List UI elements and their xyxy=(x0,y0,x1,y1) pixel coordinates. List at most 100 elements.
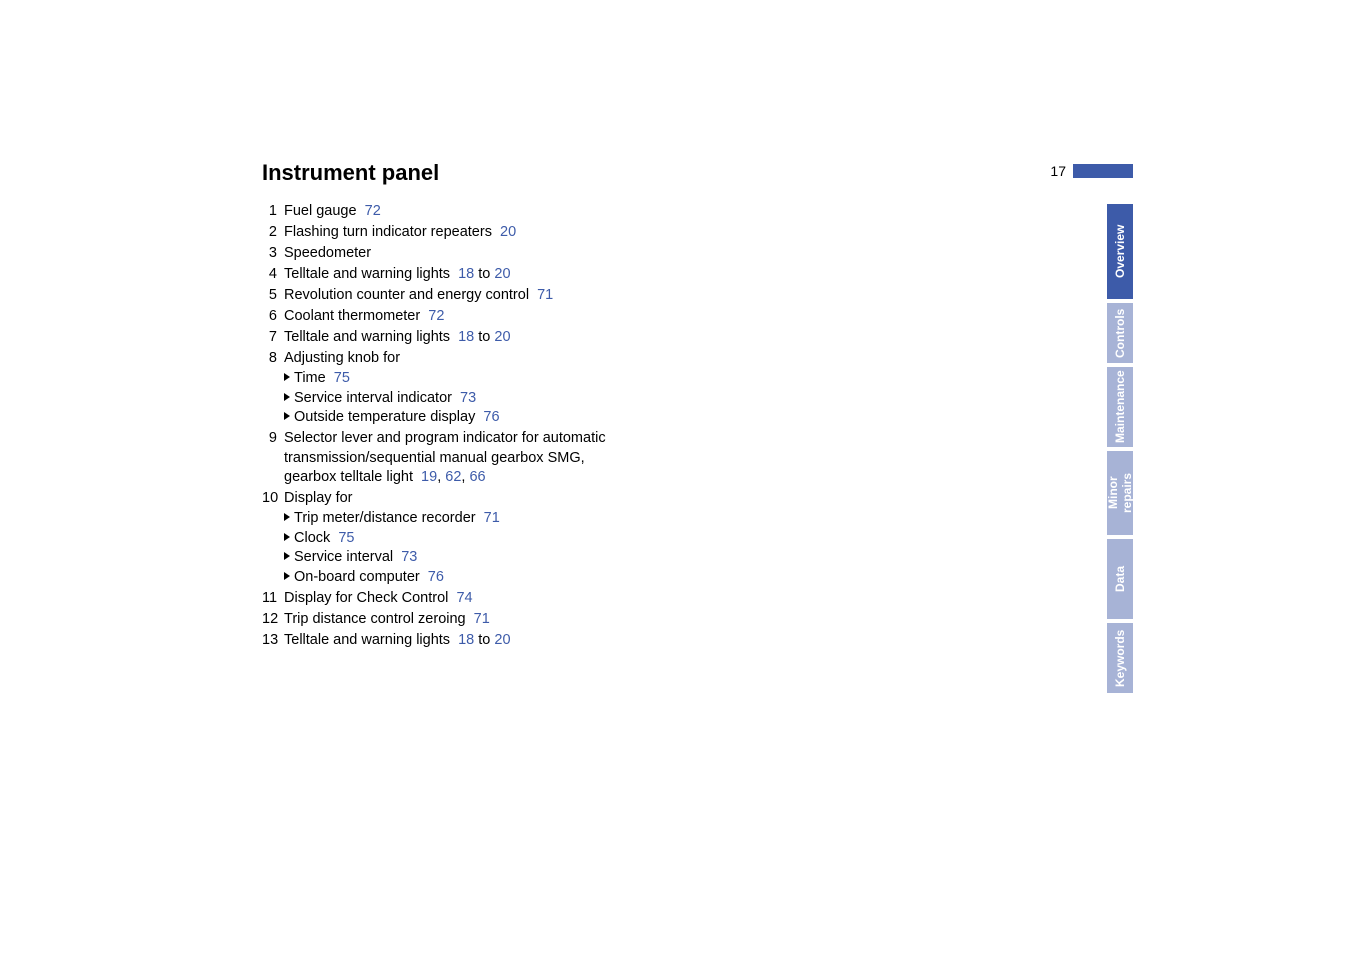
item-label: Flashing turn indicator repeaters xyxy=(284,224,492,240)
page-ref-link[interactable]: 20 xyxy=(494,632,510,648)
item-text: Telltale and warning lights 18 to 20 xyxy=(284,265,622,285)
page-ref-link[interactable]: 75 xyxy=(338,530,354,546)
list-item: 2Flashing turn indicator repeaters 20 xyxy=(262,223,622,243)
triangle-icon xyxy=(284,552,290,560)
page-ref-link[interactable]: 72 xyxy=(365,203,381,219)
item-number: 12 xyxy=(262,610,284,630)
item-body: Coolant thermometer 72 xyxy=(284,307,622,327)
item-body: Telltale and warning lights 18 to 20 xyxy=(284,328,622,348)
page-ref-link[interactable]: 71 xyxy=(484,510,500,526)
sub-item: Outside temperature display 76 xyxy=(284,408,622,428)
tab-keywords[interactable]: Keywords xyxy=(1107,623,1133,693)
page-ref-link[interactable]: 74 xyxy=(456,590,472,606)
page-ref-link[interactable]: 66 xyxy=(469,469,485,485)
item-label: Display for Check Control xyxy=(284,590,448,606)
item-number: 4 xyxy=(262,265,284,285)
triangle-icon xyxy=(284,533,290,541)
item-text: Trip distance control zeroing 71 xyxy=(284,610,622,630)
page-number: 17 xyxy=(1050,163,1066,179)
item-number: 3 xyxy=(262,244,284,264)
tab-data[interactable]: Data xyxy=(1107,539,1133,619)
item-number: 6 xyxy=(262,307,284,327)
item-number: 5 xyxy=(262,286,284,306)
page-ref-link[interactable]: 73 xyxy=(401,549,417,565)
tab-minor-repairs[interactable]: Minor repairs xyxy=(1107,451,1133,535)
item-label: Speedometer xyxy=(284,245,371,261)
item-number: 8 xyxy=(262,349,284,427)
item-label: Telltale and warning lights xyxy=(284,266,450,282)
tab-controls[interactable]: Controls xyxy=(1107,303,1133,363)
item-label: Trip distance control zeroing xyxy=(284,611,466,627)
list-item: 10Display for Trip meter/distance recorde… xyxy=(262,489,622,587)
item-label: Revolution counter and energy control xyxy=(284,287,529,303)
page-ref-link[interactable]: 71 xyxy=(474,611,490,627)
page-ref-link[interactable]: 75 xyxy=(334,370,350,386)
page-ref-link[interactable]: 73 xyxy=(460,390,476,406)
page-ref-link[interactable]: 76 xyxy=(483,409,499,425)
page-ref-link[interactable]: 20 xyxy=(494,266,510,282)
item-text: Revolution counter and energy control 71 xyxy=(284,286,622,306)
content-list: 1Fuel gauge 722Flashing turn indicator r… xyxy=(262,202,622,652)
page-number-bar xyxy=(1073,164,1133,178)
sub-item: Clock 75 xyxy=(284,529,622,549)
sub-item: Service interval 73 xyxy=(284,548,622,568)
triangle-icon xyxy=(284,572,290,580)
item-body: Selector lever and program indicator for… xyxy=(284,429,622,488)
item-number: 2 xyxy=(262,223,284,243)
page-title: Instrument panel xyxy=(262,160,439,186)
item-number: 10 xyxy=(262,489,284,587)
page-ref-link[interactable]: 71 xyxy=(537,287,553,303)
page-ref-link[interactable]: 72 xyxy=(428,308,444,324)
sub-item-label: On-board computer xyxy=(294,569,420,585)
item-body: Adjusting knob for Time 75Service interva… xyxy=(284,349,622,427)
page-ref-link[interactable]: 18 xyxy=(458,266,474,282)
page-ref-link[interactable]: 62 xyxy=(445,469,461,485)
item-text: Telltale and warning lights 18 to 20 xyxy=(284,631,622,651)
sub-item-label: Service interval indicator xyxy=(294,390,452,406)
item-text: Display for xyxy=(284,489,622,509)
item-body: Display for Check Control 74 xyxy=(284,589,622,609)
triangle-icon xyxy=(284,373,290,381)
page-ref-link[interactable]: 18 xyxy=(458,632,474,648)
item-text: Speedometer xyxy=(284,244,622,264)
list-item: 4Telltale and warning lights 18 to 20 xyxy=(262,265,622,285)
triangle-icon xyxy=(284,412,290,420)
item-body: Telltale and warning lights 18 to 20 xyxy=(284,631,622,651)
tab-overview[interactable]: Overview xyxy=(1107,204,1133,299)
page-ref-link[interactable]: 76 xyxy=(428,569,444,585)
sub-item-label: Service interval xyxy=(294,549,393,565)
list-item: 6Coolant thermometer 72 xyxy=(262,307,622,327)
list-item: 13Telltale and warning lights 18 to 20 xyxy=(262,631,622,651)
item-label: Coolant thermometer xyxy=(284,308,420,324)
sub-item: On-board computer 76 xyxy=(284,568,622,588)
item-text: Telltale and warning lights 18 to 20 xyxy=(284,328,622,348)
item-number: 1 xyxy=(262,202,284,222)
item-text: Display for Check Control 74 xyxy=(284,589,622,609)
list-item: 12Trip distance control zeroing 71 xyxy=(262,610,622,630)
list-item: 7Telltale and warning lights 18 to 20 xyxy=(262,328,622,348)
item-label: Fuel gauge xyxy=(284,203,357,219)
item-body: Trip distance control zeroing 71 xyxy=(284,610,622,630)
item-label: Display for xyxy=(284,490,353,506)
item-label: Telltale and warning lights xyxy=(284,329,450,345)
page-ref-link[interactable]: 19 xyxy=(421,469,437,485)
sub-item: Trip meter/distance recorder 71 xyxy=(284,509,622,529)
item-number: 9 xyxy=(262,429,284,488)
item-label: Adjusting knob for xyxy=(284,350,400,366)
item-text: Coolant thermometer 72 xyxy=(284,307,622,327)
page-ref-link[interactable]: 20 xyxy=(494,329,510,345)
sub-item-label: Trip meter/distance recorder xyxy=(294,510,476,526)
sub-item-label: Outside temperature display xyxy=(294,409,475,425)
item-number: 11 xyxy=(262,589,284,609)
list-item: 8Adjusting knob for Time 75Service interv… xyxy=(262,349,622,427)
page-ref-link[interactable]: 20 xyxy=(500,224,516,240)
item-text: Selector lever and program indicator for… xyxy=(284,429,622,488)
sub-item: Time 75 xyxy=(284,369,622,389)
tab-maintenance[interactable]: Maintenance xyxy=(1107,367,1133,447)
item-text: Flashing turn indicator repeaters 20 xyxy=(284,223,622,243)
item-body: Flashing turn indicator repeaters 20 xyxy=(284,223,622,243)
list-item: 3Speedometer xyxy=(262,244,622,264)
item-body: Fuel gauge 72 xyxy=(284,202,622,222)
page-ref-link[interactable]: 18 xyxy=(458,329,474,345)
item-text: Adjusting knob for xyxy=(284,349,622,369)
